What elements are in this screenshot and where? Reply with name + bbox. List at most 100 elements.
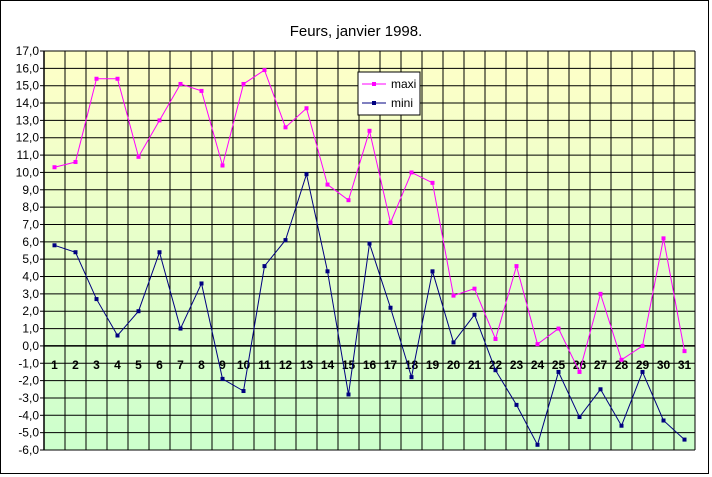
data-point-maxi bbox=[157, 118, 162, 123]
data-point-mini bbox=[514, 402, 519, 407]
x-tick-label: 28 bbox=[615, 358, 629, 372]
data-point-mini bbox=[241, 389, 246, 394]
data-point-mini bbox=[178, 326, 183, 331]
x-tick-label: 13 bbox=[300, 358, 314, 372]
data-point-maxi bbox=[556, 326, 561, 331]
y-tick-label: 10,0 bbox=[16, 165, 40, 179]
data-point-maxi bbox=[640, 343, 645, 348]
data-point-mini bbox=[157, 250, 162, 255]
y-tick-label: 7,0 bbox=[22, 217, 39, 231]
data-point-maxi bbox=[73, 160, 78, 165]
data-point-maxi bbox=[472, 286, 477, 291]
data-point-maxi bbox=[577, 369, 582, 374]
data-point-mini bbox=[556, 369, 561, 374]
y-tick-label: 4,0 bbox=[22, 270, 39, 284]
y-tick-label: 0,0 bbox=[22, 339, 39, 353]
data-point-maxi bbox=[619, 357, 624, 362]
data-point-maxi bbox=[283, 125, 288, 130]
x-tick-label: 11 bbox=[258, 358, 271, 372]
x-tick-label: 18 bbox=[405, 358, 419, 372]
data-point-maxi bbox=[388, 220, 393, 225]
data-point-mini bbox=[346, 392, 351, 397]
data-point-maxi bbox=[409, 170, 414, 175]
legend: maxi mini bbox=[357, 71, 421, 116]
y-tick-label: -3,0 bbox=[18, 391, 39, 405]
legend-marker-maxi bbox=[372, 82, 376, 86]
y-tick-label: 17,0 bbox=[16, 44, 40, 58]
data-point-maxi bbox=[241, 81, 246, 86]
data-point-mini bbox=[367, 241, 372, 246]
x-tick-label: 21 bbox=[468, 358, 482, 372]
x-tick-label: 25 bbox=[552, 358, 566, 372]
data-point-maxi bbox=[325, 182, 330, 187]
data-point-mini bbox=[94, 297, 99, 302]
y-tick-label: 8,0 bbox=[22, 200, 39, 214]
y-tick-label: 3,0 bbox=[22, 287, 39, 301]
data-point-maxi bbox=[304, 106, 309, 111]
x-tick-label: 20 bbox=[447, 358, 461, 372]
data-point-mini bbox=[115, 333, 120, 338]
data-point-maxi bbox=[199, 88, 204, 93]
data-point-maxi bbox=[682, 349, 687, 354]
data-point-maxi bbox=[178, 81, 183, 86]
data-point-mini bbox=[577, 415, 582, 420]
data-point-mini bbox=[304, 172, 309, 177]
data-point-mini bbox=[199, 281, 204, 286]
x-tick-label: 8 bbox=[198, 358, 205, 372]
data-point-mini bbox=[661, 418, 666, 423]
data-point-mini bbox=[598, 387, 603, 392]
y-tick-label: -1,0 bbox=[18, 356, 39, 370]
data-point-mini bbox=[136, 309, 141, 314]
x-tick-label: 24 bbox=[531, 358, 545, 372]
x-tick-label: 31 bbox=[678, 358, 692, 372]
x-tick-label: 27 bbox=[594, 358, 608, 372]
data-point-maxi bbox=[115, 76, 120, 81]
y-tick-label: 15,0 bbox=[16, 79, 40, 93]
x-tick-label: 2 bbox=[72, 358, 79, 372]
data-point-mini bbox=[409, 375, 414, 380]
data-point-mini bbox=[472, 312, 477, 317]
data-point-mini bbox=[682, 437, 687, 442]
data-point-mini bbox=[283, 238, 288, 243]
x-tick-label: 9 bbox=[219, 358, 226, 372]
x-tick-label: 12 bbox=[279, 358, 293, 372]
x-tick-label: 5 bbox=[135, 358, 142, 372]
data-point-maxi bbox=[451, 293, 456, 298]
x-tick-label: 6 bbox=[156, 358, 163, 372]
y-tick-label: 5,0 bbox=[22, 252, 39, 266]
x-tick-label: 29 bbox=[636, 358, 650, 372]
y-tick-label: 1,0 bbox=[22, 322, 39, 336]
data-point-maxi bbox=[430, 180, 435, 185]
y-axis-ticks: 17,0 16,0 15,0 14,0 13,0 12,0 11,0 10,0 9,0 8,0 7,… bbox=[16, 44, 40, 457]
data-point-maxi bbox=[94, 76, 99, 81]
data-point-maxi bbox=[220, 163, 225, 168]
legend-label-maxi: maxi bbox=[391, 77, 416, 91]
y-tick-label: 13,0 bbox=[16, 113, 40, 127]
data-point-maxi bbox=[514, 264, 519, 269]
data-point-maxi bbox=[52, 165, 57, 170]
legend-label-mini: mini bbox=[391, 96, 413, 110]
y-tick-label: 9,0 bbox=[22, 183, 39, 197]
x-tick-label: 14 bbox=[321, 358, 335, 372]
x-tick-label: 30 bbox=[657, 358, 671, 372]
y-tick-label: -6,0 bbox=[18, 443, 39, 457]
data-point-maxi bbox=[535, 342, 540, 347]
y-tick-label: 12,0 bbox=[16, 131, 40, 145]
data-point-maxi bbox=[367, 128, 372, 133]
data-point-mini bbox=[325, 269, 330, 274]
legend-marker-mini bbox=[372, 101, 376, 105]
data-point-mini bbox=[493, 368, 498, 373]
x-tick-label: 19 bbox=[426, 358, 440, 372]
y-tick-label: 14,0 bbox=[16, 96, 40, 110]
y-tick-label: 2,0 bbox=[22, 304, 39, 318]
series bbox=[52, 68, 687, 447]
data-point-mini bbox=[535, 442, 540, 447]
y-tick-label: 6,0 bbox=[22, 235, 39, 249]
series-maxi bbox=[52, 68, 687, 374]
data-point-maxi bbox=[493, 336, 498, 341]
x-tick-label: 17 bbox=[384, 358, 398, 372]
y-tick-label: -4,0 bbox=[18, 408, 39, 422]
data-point-mini bbox=[52, 243, 57, 248]
data-point-maxi bbox=[598, 291, 603, 296]
